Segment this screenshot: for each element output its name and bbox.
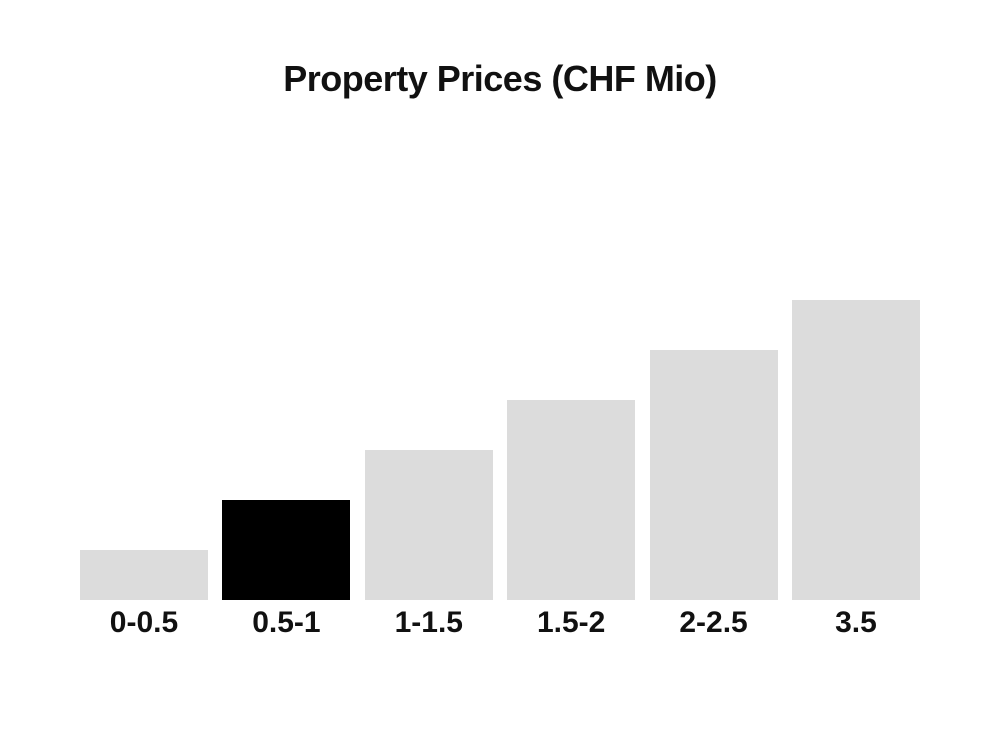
- x-tick-label-2-2.5: 2-2.5: [679, 606, 748, 639]
- bar-3.5[interactable]: [791, 300, 920, 600]
- x-tick-label-1.5-2: 1.5-2: [536, 606, 606, 639]
- x-axis-labels: 0-0.5 0.5-1 1-1.5 1.5-2 2-2.5 3.5: [80, 606, 920, 640]
- bar-2-2.5[interactable]: [649, 350, 778, 600]
- x-tick-label-0.5-1: 0.5-1: [252, 606, 321, 639]
- bar-chart: [80, 300, 920, 600]
- bar-0.5-1[interactable]: [222, 500, 351, 600]
- bar-1.5-2[interactable]: [507, 400, 636, 600]
- x-tick-label-0-0.5: 0-0.5: [109, 606, 179, 639]
- bar-0-0.5[interactable]: [80, 550, 208, 600]
- chart-title: Property Prices (CHF Mio): [283, 58, 717, 99]
- bar-1-1.5[interactable]: [364, 450, 493, 600]
- x-tick-label-3.5: 3.5: [835, 606, 877, 639]
- x-tick-label-1-1.5: 1-1.5: [394, 606, 463, 639]
